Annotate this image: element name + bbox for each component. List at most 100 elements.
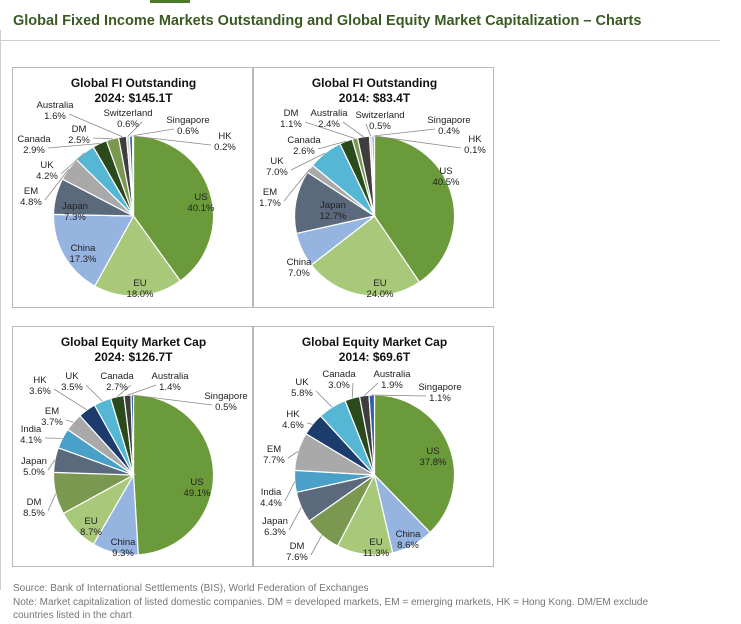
slice-name-australia: Australia: [152, 371, 190, 382]
leader-line-hk: [132, 135, 212, 146]
slice-value-japan: 12.7%: [320, 211, 347, 222]
leader-line-canada: [317, 140, 347, 150]
slice-name-canada: Canada: [322, 369, 356, 380]
slice-value-dm: 8.5%: [23, 508, 45, 519]
slice-name-india: India: [261, 487, 282, 498]
slice-value-india: 4.1%: [20, 435, 42, 446]
slice-value-dm: 1.1%: [280, 119, 302, 130]
slice-name-japan: Japan: [262, 516, 288, 527]
slice-value-canada: 3.0%: [328, 380, 350, 391]
slice-name-canada: Canada: [17, 134, 51, 145]
slice-name-eu: EU: [133, 278, 146, 289]
slice-name-dm: DM: [290, 541, 305, 552]
chart-subtitle: 2014: $69.6T: [339, 350, 411, 364]
chart-title: Global FI Outstanding: [312, 76, 437, 90]
leader-line-singapore: [132, 394, 213, 406]
leader-line-singapore: [130, 128, 175, 137]
leader-line-em: [287, 451, 299, 459]
pie-slice-japan: [293, 171, 377, 235]
slice-name-eu: EU: [373, 278, 386, 289]
slice-name-em: EM: [24, 186, 38, 197]
slice-value-singapore: 1.1%: [429, 393, 451, 404]
slice-value-eu: 24.0%: [367, 289, 394, 300]
source-note: Source: Bank of International Settlement…: [13, 583, 369, 594]
slice-name-china: China: [111, 537, 137, 548]
chart-panel-fi-2024: Global FI Outstanding 2024: $145.1T US 40.1…: [12, 67, 253, 308]
slice-value-canada: 2.6%: [293, 146, 315, 157]
note-line-1: Note: Market capitalization of listed do…: [13, 596, 648, 608]
slice-name-em: EM: [263, 187, 277, 198]
leader-line-em: [44, 168, 70, 201]
slice-value-india: 4.4%: [260, 498, 282, 509]
footer: Source: Bank of International Settlement…: [13, 582, 648, 623]
slice-value-uk: 5.8%: [291, 388, 313, 399]
slice-name-us: US: [190, 477, 203, 488]
leader-line-switzerland: [365, 123, 372, 137]
chart-subtitle: 2024: $126.7T: [94, 350, 173, 364]
slice-name-canada: Canada: [287, 135, 321, 146]
leader-line-australia: [127, 384, 157, 396]
slice-value-australia: 2.4%: [318, 119, 340, 130]
leader-line-em: [283, 168, 311, 202]
slice-name-uk: UK: [65, 371, 79, 382]
slice-value-hk: 0.1%: [464, 145, 486, 156]
leader-line-uk: [290, 152, 326, 171]
slice-value-singapore: 0.6%: [177, 126, 199, 137]
leader-line-uk: [315, 390, 333, 408]
slice-name-singapore: Singapore: [427, 115, 470, 126]
slice-value-australia: 1.9%: [381, 380, 403, 391]
chart-panel-equity-2024: Global Equity Market Cap 2024: $126.7T US 4…: [12, 326, 253, 567]
slice-value-canada: 2.7%: [106, 382, 128, 393]
slice-name-switzerland: Switzerland: [355, 110, 404, 121]
title-rule: [0, 40, 720, 41]
chart-title: Global FI Outstanding: [71, 76, 196, 90]
leader-line-hk: [374, 135, 462, 149]
left-border: [0, 30, 1, 590]
slice-name-australia: Australia: [37, 100, 75, 111]
chart-subtitle: 2024: $145.1T: [94, 91, 173, 105]
slice-name-singapore: Singapore: [204, 391, 247, 402]
slice-name-japan: Japan: [62, 201, 88, 212]
slice-value-china: 17.3%: [70, 254, 97, 265]
slice-name-dm: DM: [284, 108, 299, 119]
leader-line-hk: [53, 388, 88, 411]
slice-name-canada: Canada: [100, 371, 134, 382]
slice-value-hk: 4.6%: [282, 420, 304, 431]
slice-value-em: 1.7%: [259, 198, 281, 209]
slice-value-us: 49.1%: [184, 488, 211, 499]
leader-line-em: [65, 419, 74, 423]
chart-subtitle: 2014: $83.4T: [339, 91, 411, 105]
slice-name-australia: Australia: [311, 108, 349, 119]
slice-value-canada: 2.9%: [23, 145, 45, 156]
slice-name-china: China: [396, 529, 422, 540]
pie-slice-us: [132, 394, 215, 556]
slice-name-em: EM: [267, 444, 281, 455]
slice-value-australia: 1.4%: [159, 382, 181, 393]
leader-line-singapore: [372, 128, 436, 137]
slice-name-dm: DM: [72, 124, 87, 135]
slice-value-uk: 4.2%: [36, 171, 58, 182]
slice-value-dm: 2.5%: [68, 135, 90, 146]
leader-line-dm: [304, 121, 355, 139]
slice-value-em: 7.7%: [263, 455, 285, 466]
slice-value-us: 37.8%: [420, 457, 447, 468]
slice-value-us: 40.5%: [433, 177, 460, 188]
slice-name-switzerland: Switzerland: [103, 108, 152, 119]
slice-value-hk: 3.6%: [29, 386, 51, 397]
pie-slice-us: [373, 394, 456, 534]
slice-value-japan: 6.3%: [264, 527, 286, 538]
slice-name-china: China: [71, 243, 97, 254]
slice-value-china: 8.6%: [397, 540, 419, 551]
leader-line-hk: [306, 422, 313, 425]
leader-line-switzerland: [127, 121, 143, 137]
top-accent-line: [0, 0, 741, 3]
slice-value-eu: 11.3%: [363, 548, 390, 559]
leader-line-canada: [351, 382, 354, 399]
slice-value-switzerland: 0.5%: [369, 121, 391, 132]
slice-value-hk: 0.2%: [214, 142, 236, 153]
leader-line-dm: [47, 493, 57, 512]
slice-value-singapore: 0.4%: [438, 126, 460, 137]
